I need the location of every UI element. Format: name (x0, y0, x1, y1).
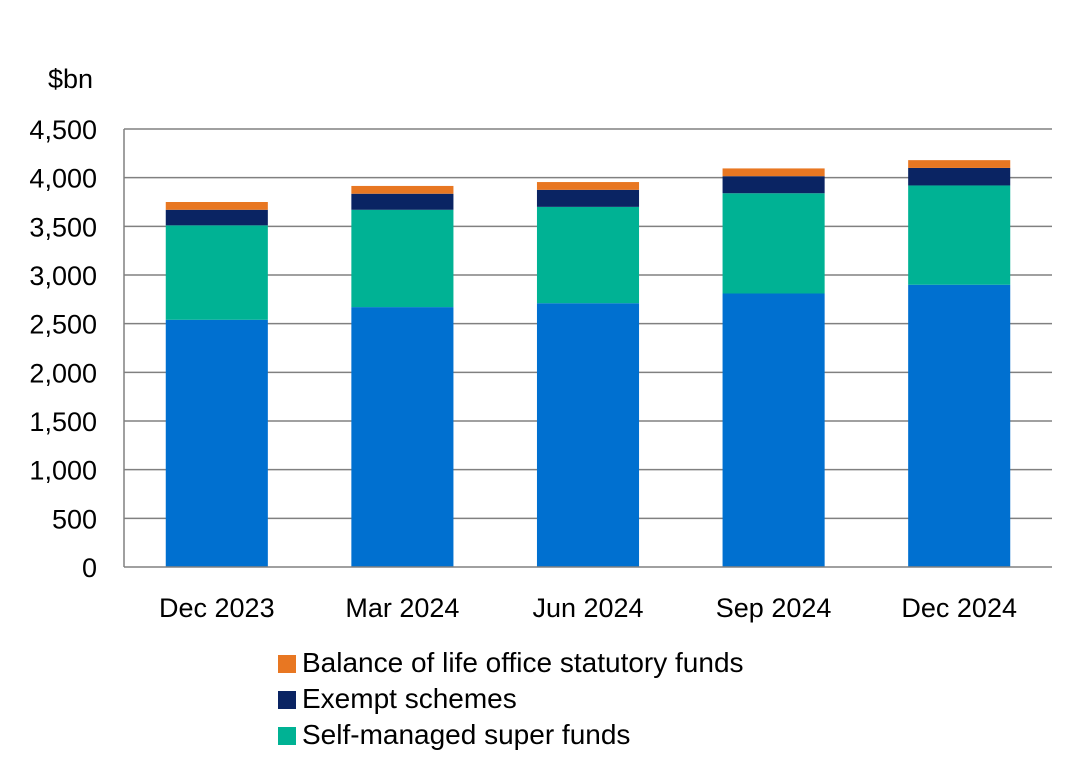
y-tick-label: 1,000 (29, 456, 97, 486)
y-tick-label: 3,500 (29, 212, 97, 242)
legend-swatch (278, 691, 296, 709)
x-tick-label: Mar 2024 (345, 593, 459, 623)
bar-segment (908, 167, 1011, 186)
y-tick-label: 2,000 (29, 358, 97, 388)
bar-segment (351, 307, 454, 567)
bar-segment (165, 225, 268, 320)
legend-label: Balance of life office statutory funds (302, 647, 744, 678)
bar-segment (722, 193, 825, 294)
bar-segment (351, 193, 454, 210)
bar-segment (908, 284, 1011, 567)
x-tick-label: Jun 2024 (532, 593, 643, 623)
legend-label: Self-managed super funds (302, 719, 630, 750)
x-tick-label: Dec 2023 (159, 593, 275, 623)
bar-segment (165, 202, 268, 210)
bar-segment (165, 209, 268, 226)
bar-stack (351, 185, 454, 567)
legend-item: Balance of life office statutory funds (278, 647, 744, 678)
bar-stacks (165, 160, 1011, 567)
bar-segment (165, 319, 268, 567)
legend-swatch (278, 655, 296, 673)
bar-stack (165, 202, 268, 567)
x-axis-ticks: Dec 2023 Mar 2024 Jun 2024 Sep 2024 Dec 2024 (159, 593, 1017, 623)
bar-stack (908, 160, 1011, 567)
bar-segment (351, 185, 454, 194)
legend-item: Exempt schemes (278, 683, 517, 714)
y-axis-ticks: 0 500 1,000 1,500 2,000 2,500 3,000 3,500 4,000 4… (29, 115, 97, 583)
x-tick-label: Dec 2024 (901, 593, 1017, 623)
y-axis-label: $bn (48, 64, 93, 94)
bar-segment (536, 303, 640, 567)
y-tick-label: 2,500 (29, 310, 97, 340)
legend-swatch (278, 727, 296, 745)
legend-item: Self-managed super funds (278, 719, 630, 750)
legend: Balance of life office statutory funds Ex… (278, 647, 744, 750)
bar-segment (536, 189, 640, 207)
y-tick-label: 4,000 (29, 164, 97, 194)
bar-segment (722, 176, 825, 194)
bar-segment (908, 160, 1011, 168)
bar-segment (536, 182, 640, 190)
bar-segment (908, 185, 1011, 285)
bar-segment (722, 168, 825, 177)
bar-stack (536, 182, 640, 567)
y-tick-label: 1,500 (29, 407, 97, 437)
bar-segment (536, 206, 640, 304)
x-tick-label: Sep 2024 (716, 593, 832, 623)
bar-segment (722, 293, 825, 567)
legend-label: Exempt schemes (302, 683, 517, 714)
bar-stack (722, 168, 825, 567)
bar-segment (351, 209, 454, 308)
y-tick-label: 500 (52, 504, 97, 534)
y-tick-label: 4,500 (29, 115, 97, 145)
y-tick-label: 0 (82, 553, 97, 583)
y-tick-label: 3,000 (29, 261, 97, 291)
